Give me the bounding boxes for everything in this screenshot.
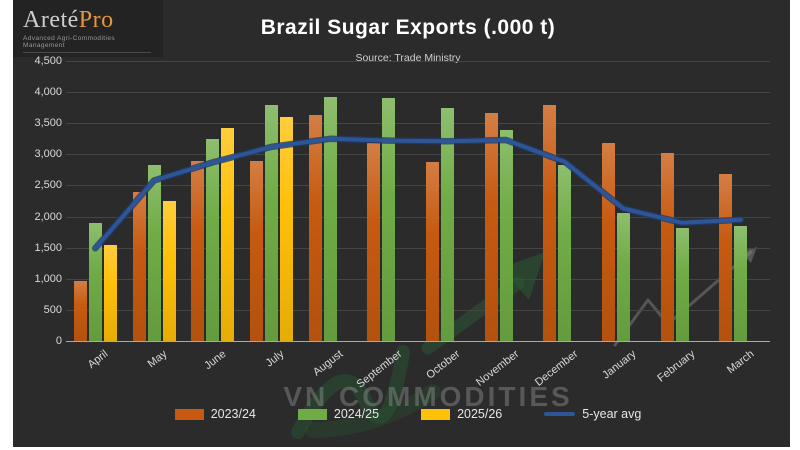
y-axis-label-0: 0 — [55, 335, 62, 347]
plot-area: 0 500 1,000 1,500 2,000 2,500 3,000 3,500 4,000 4… — [13, 0, 790, 447]
arete-pro-logo: AretéPro Advanced Agri-Commodities Manag… — [13, 0, 163, 57]
y-gridline-4500 — [66, 61, 770, 62]
bar-2024-25-may — [147, 164, 161, 341]
y-axis-label-4000: 4,000 — [34, 86, 62, 98]
legend-item-2025-26: 2025/26 — [421, 407, 502, 421]
y-axis-label-4500: 4,500 — [34, 55, 62, 67]
bar-2023-24-april — [74, 280, 87, 341]
y-gridline-2000 — [66, 217, 770, 218]
y-axis-label-1500: 1,500 — [34, 242, 62, 254]
legend-label-5-year-avg: 5-year avg — [582, 407, 642, 421]
logo-brand-primary: Areté — [23, 7, 79, 33]
x-axis-line — [66, 341, 770, 342]
watermark-text: VN COMMODITIES — [283, 381, 573, 412]
five-year-avg-line — [92, 135, 744, 252]
bar-2023-24-november — [484, 113, 498, 341]
bar-2023-24-december — [543, 104, 557, 341]
bar-2024-25-january — [617, 212, 630, 341]
legend-swatch-2023-24 — [174, 408, 204, 420]
bar-2025-26-july — [280, 117, 293, 341]
y-axis-label-500: 500 — [43, 304, 62, 316]
bar-2023-24-october — [426, 161, 439, 341]
logo-tagline: Advanced Agri-Commodities Management — [23, 35, 151, 53]
y-gridline-4000 — [66, 92, 770, 93]
bar-2024-25-march — [734, 225, 748, 341]
y-gridline-3500 — [66, 123, 770, 124]
bar-2023-24-september — [367, 143, 381, 341]
bar-2023-24-february — [660, 153, 674, 341]
bar-2024-25-february — [675, 227, 689, 341]
legend-line-swatch-5-year-avg — [544, 412, 576, 416]
chart-legend: 2023/24 2024/25 2025/26 5-year avg — [13, 407, 790, 421]
legend-item-5-year-avg: 5-year avg — [544, 407, 641, 421]
y-axis-label-2500: 2,500 — [34, 179, 62, 191]
y-axis-label-2000: 2,000 — [34, 211, 62, 223]
bar-2024-25-november — [499, 130, 513, 341]
bar-2024-25-august — [323, 97, 337, 341]
legend-label-2025-26: 2025/26 — [457, 407, 503, 421]
bar-2023-24-june — [191, 160, 205, 341]
bar-2024-25-october — [441, 108, 454, 341]
bar-2024-25-june — [206, 139, 220, 341]
legend-swatch-2025-26 — [421, 408, 451, 420]
y-gridline-3000 — [66, 154, 770, 155]
legend-label-2023-24: 2023/24 — [210, 407, 256, 421]
bar-2023-24-july — [250, 160, 263, 341]
y-axis-label-3500: 3,500 — [34, 117, 62, 129]
y-gridline-1500 — [66, 248, 770, 249]
bar-2024-25-september — [382, 98, 396, 341]
bar-2025-26-april — [104, 244, 117, 341]
bar-2024-25-july — [265, 105, 278, 341]
y-gridline-1000 — [66, 279, 770, 280]
logo-brand-secondary: Pro — [78, 7, 114, 33]
bar-2024-25-april — [89, 223, 102, 341]
bar-2023-24-march — [719, 173, 733, 341]
chart-title: Brazil Sugar Exports (.000 t) — [260, 16, 556, 39]
chart-panel: AretéPro Advanced Agri-Commodities Manag… — [13, 0, 790, 447]
bar-2025-26-june — [221, 128, 235, 341]
legend-label-2024-25: 2024/25 — [333, 407, 380, 421]
y-gridline-500 — [66, 310, 770, 311]
legend-item-2024-25: 2024/25 — [297, 407, 380, 421]
bar-2024-25-december — [558, 164, 572, 341]
legend-item-2023-24: 2023/24 — [174, 407, 256, 421]
legend-swatch-2024-25 — [297, 408, 327, 420]
bar-2023-24-august — [308, 114, 322, 341]
y-gridline-2500 — [66, 185, 770, 186]
bar-2025-26-may — [162, 201, 176, 341]
bar-2023-24-may — [132, 191, 146, 341]
y-axis-label-1000: 1,000 — [34, 273, 62, 285]
y-axis-label-3000: 3,000 — [34, 148, 62, 160]
logo-wordmark: AretéPro — [23, 7, 163, 33]
